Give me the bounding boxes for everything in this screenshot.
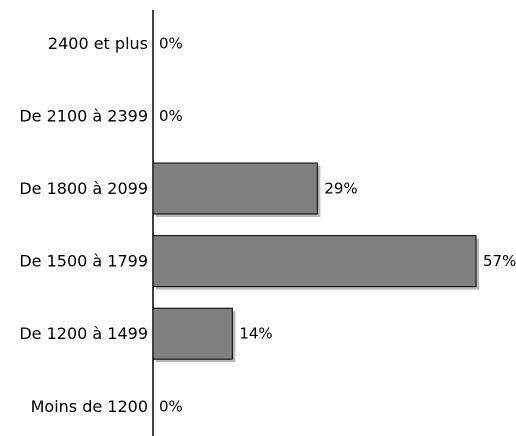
category-label-de-1500-a-1799: De 1500 à 1799 xyxy=(19,252,148,271)
value-label-de-1800-a-2099: 29% xyxy=(324,180,357,198)
bar-de-1800-a-2099 xyxy=(152,162,318,215)
value-label-moins-de-1200: 0% xyxy=(159,397,183,415)
bar-de-1200-a-1499 xyxy=(152,307,233,360)
category-label-2400-et-plus: 2400 et plus xyxy=(48,34,148,53)
category-label-moins-de-1200: Moins de 1200 xyxy=(31,397,148,416)
category-label-de-1800-a-2099: De 1800 à 2099 xyxy=(19,179,148,198)
value-label-de-2100-a-2399: 0% xyxy=(159,107,183,125)
value-label-de-1500-a-1799: 57% xyxy=(483,252,516,270)
bar-de-1500-a-1799 xyxy=(152,235,477,288)
value-labels-group: 0% 0% 29% 57% 14% 0% xyxy=(159,34,516,415)
category-label-de-2100-a-2399: De 2100 à 2399 xyxy=(19,106,148,125)
bars-group xyxy=(152,162,479,363)
value-label-de-1200-a-1499: 14% xyxy=(239,325,272,343)
category-label-de-1200-a-1499: De 1200 à 1499 xyxy=(19,324,148,343)
value-label-2400-et-plus: 0% xyxy=(159,34,183,52)
category-labels-group: 2400 et plus De 2100 à 2399 De 1800 à 2099… xyxy=(19,34,148,416)
